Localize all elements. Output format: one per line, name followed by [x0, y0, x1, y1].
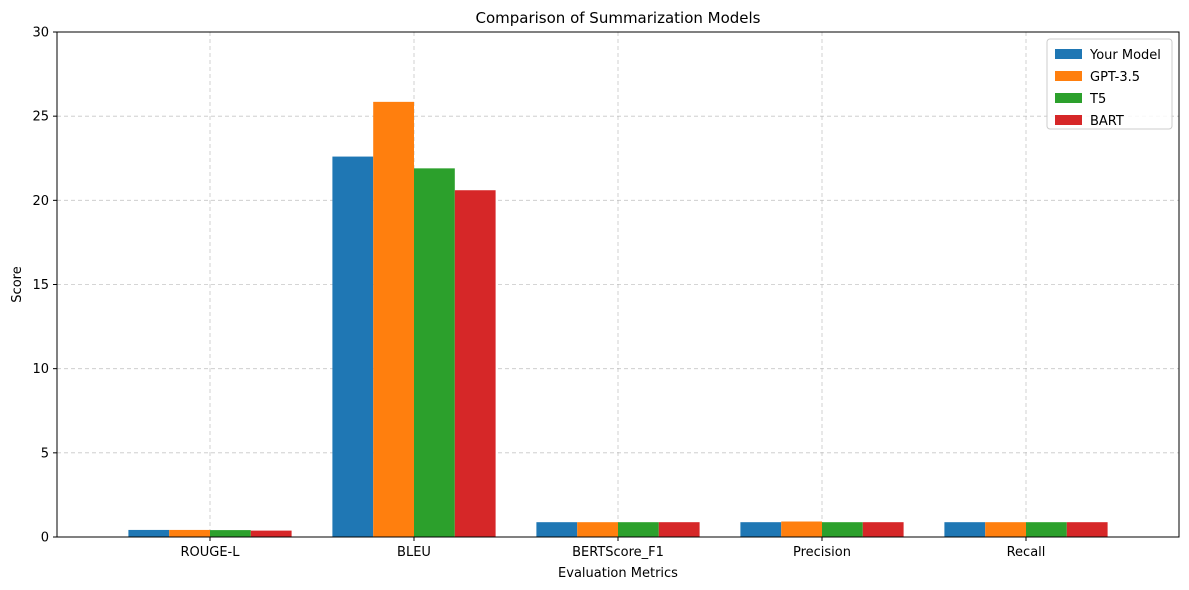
x-tick-label: Recall [1007, 545, 1046, 560]
x-axis-label: Evaluation Metrics [558, 566, 678, 581]
bar-bart-precision [862, 522, 904, 537]
legend-label: BART [1090, 114, 1124, 129]
bar-t5-precision [822, 522, 863, 537]
x-tick-label: BERTScore_F1 [572, 545, 664, 560]
bar-t5-bertscore-f1 [618, 522, 659, 537]
y-tick-label: 15 [32, 278, 49, 293]
y-tick-label: 30 [32, 26, 49, 41]
legend-label: GPT-3.5 [1090, 70, 1140, 85]
chart-title: Comparison of Summarization Models [476, 9, 761, 27]
bar-bart-rouge-l [250, 530, 292, 537]
bar-your-model-bleu [332, 156, 374, 538]
y-tick-label: 25 [32, 110, 49, 125]
bar-bart-recall [1066, 522, 1108, 537]
bar-gpt-3-5-rouge-l [169, 529, 210, 537]
y-tick-label: 5 [41, 446, 49, 461]
bar-t5-bleu [414, 168, 455, 537]
bar-your-model-recall [944, 522, 986, 537]
bar-t5-rouge-l [210, 530, 251, 537]
bar-t5-recall [1026, 522, 1067, 537]
legend-label: T5 [1089, 92, 1106, 107]
bar-bart-bertscore-f1 [658, 522, 700, 537]
bar-gpt-3-5-recall [985, 522, 1026, 537]
y-axis-ticks: 0 5 10 15 20 25 30 [32, 26, 57, 546]
grid [57, 31, 1179, 538]
legend-swatch [1055, 49, 1082, 59]
legend-box [1046, 38, 1173, 130]
bar-bart-bleu [454, 190, 496, 537]
legend-label: Your Model [1089, 48, 1161, 63]
x-tick-label: BLEU [397, 545, 431, 560]
legend-swatch [1055, 93, 1082, 103]
bar-your-model-rouge-l [128, 529, 170, 537]
legend: Your Model GPT-3.5 T5 BART [1046, 38, 1173, 130]
bar-gpt-3-5-bertscore-f1 [577, 522, 618, 537]
bar-gpt-3-5-bleu [373, 101, 414, 537]
bar-gpt-3-5-precision [781, 521, 822, 537]
legend-swatch [1055, 71, 1082, 81]
bar-your-model-precision [740, 522, 782, 537]
y-tick-label: 20 [32, 194, 49, 209]
y-axis-label: Score [10, 266, 25, 302]
x-tick-label: Precision [793, 545, 851, 560]
x-tick-label: ROUGE-L [180, 545, 240, 560]
legend-swatch [1055, 115, 1082, 125]
x-axis-ticks: ROUGE-L BLEU BERTScore_F1 Precision Recall [180, 537, 1045, 560]
bar-your-model-bertscore-f1 [536, 522, 578, 537]
y-tick-label: 0 [41, 531, 49, 546]
y-tick-label: 10 [32, 362, 49, 377]
bars [128, 101, 1108, 538]
